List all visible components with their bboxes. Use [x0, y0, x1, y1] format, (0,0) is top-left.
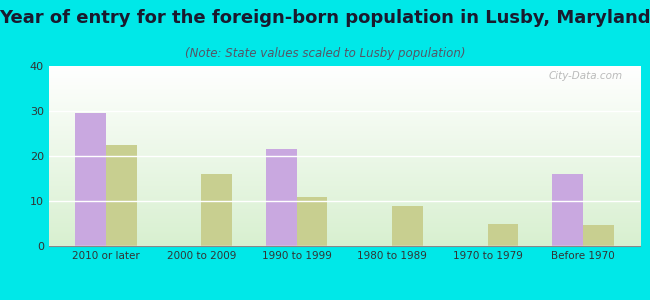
Text: (Note: State values scaled to Lusby population): (Note: State values scaled to Lusby popu… [185, 46, 465, 59]
Bar [297, 197, 328, 246]
Bar [488, 224, 518, 246]
Text: Year of entry for the foreign-born population in Lusby, Maryland: Year of entry for the foreign-born popul… [0, 9, 650, 27]
Bar [75, 113, 106, 246]
Bar [202, 174, 232, 246]
Bar [266, 149, 297, 246]
Text: City-Data.com: City-Data.com [549, 71, 623, 81]
Bar [552, 174, 583, 246]
Bar [583, 225, 614, 246]
Bar [392, 206, 422, 246]
Bar [106, 145, 136, 246]
